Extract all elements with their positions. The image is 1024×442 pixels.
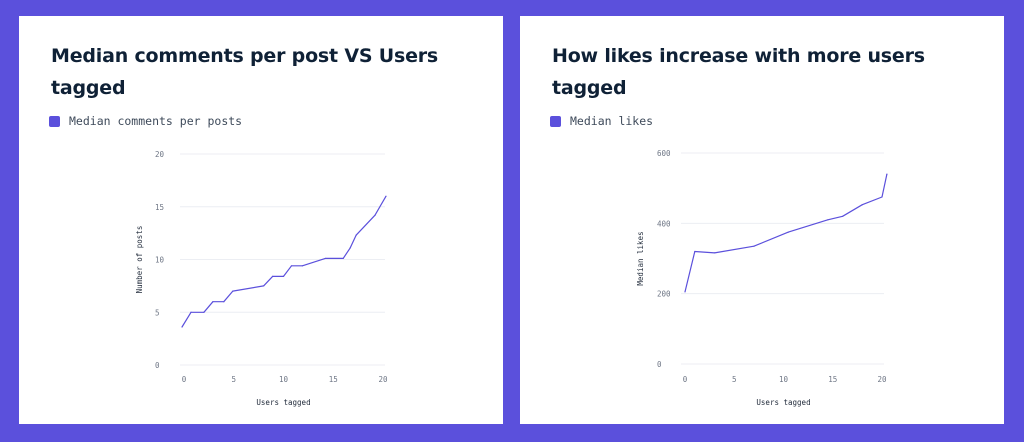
x-tick-label: 20 [877, 375, 887, 384]
line-chart-likes: 0 200 400 600 0 5 10 15 20 Users tagged Median lik… [636, 149, 888, 407]
x-tick-label: 0 [182, 375, 187, 384]
y-tick-label: 5 [155, 308, 160, 317]
line-chart-comments: 0 5 10 15 20 0 5 10 15 20 Users tagged Number of po… [135, 150, 388, 407]
legend-label: Median likes [570, 114, 654, 128]
x-tick-label: 5 [732, 375, 737, 384]
data-point [713, 252, 716, 254]
y-tick-label: 200 [657, 290, 671, 299]
chart-legend: Median likes [550, 114, 653, 128]
x-axis-title: Users tagged [756, 398, 810, 407]
y-tick-label: 20 [155, 150, 165, 159]
data-point [263, 285, 265, 287]
data-point [212, 301, 214, 303]
data-point [301, 265, 304, 267]
data-point [355, 234, 357, 236]
y-tick-label: 0 [155, 361, 160, 370]
x-tick-label: 15 [828, 375, 837, 384]
chart-legend: Median comments per posts [49, 114, 242, 128]
y-tick-label: 400 [657, 219, 671, 228]
data-point [290, 265, 293, 267]
data-point [753, 245, 755, 247]
data-point [203, 311, 205, 313]
chart-card-likes: How likes increase with more users tagge… [520, 16, 1004, 424]
data-point [385, 195, 387, 197]
series-line [181, 195, 387, 328]
data-point [181, 326, 183, 328]
x-tick-label: 0 [683, 375, 688, 384]
chart-title: How likes increase with more users tagge… [552, 45, 925, 99]
y-tick-label: 0 [657, 360, 662, 369]
data-point [223, 301, 225, 303]
y-tick-label: 10 [155, 256, 165, 265]
legend-swatch [49, 115, 60, 127]
data-point [861, 204, 863, 206]
y-axis-title: Number of posts [135, 226, 144, 294]
x-tick-label: 5 [231, 375, 236, 384]
data-point [684, 291, 686, 293]
data-point [232, 290, 234, 292]
series-line [684, 173, 888, 293]
x-tick-label: 15 [329, 375, 338, 384]
data-point [374, 214, 376, 216]
x-tick-label: 10 [779, 375, 789, 384]
data-point [271, 275, 274, 277]
y-tick-label: 600 [657, 149, 671, 158]
legend-label: Median comments per posts [69, 114, 243, 128]
x-tick-label: 10 [279, 375, 289, 384]
data-point [694, 250, 696, 253]
y-tick-label: 15 [155, 203, 164, 212]
chart-title: Median comments per post VS Users tagged [51, 45, 439, 99]
legend-swatch [550, 115, 561, 127]
chart-card-comments: Median comments per post VS Users tagged… [19, 16, 503, 424]
data-point [282, 275, 285, 277]
x-axis-title: Users tagged [256, 398, 310, 407]
x-tick-label: 20 [378, 375, 388, 384]
data-point [349, 247, 351, 249]
data-point [190, 311, 192, 313]
data-point [342, 257, 344, 260]
data-point [881, 196, 883, 198]
data-point [324, 257, 326, 260]
y-axis-title: Median likes [636, 231, 645, 285]
data-point [787, 231, 790, 233]
data-point [842, 215, 844, 217]
data-point [827, 219, 829, 221]
data-point [886, 173, 888, 175]
